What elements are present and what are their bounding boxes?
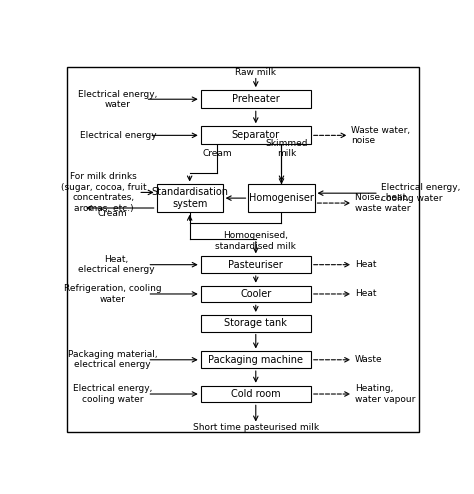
Bar — [201, 351, 311, 368]
Text: Pasteuriser: Pasteuriser — [228, 260, 283, 270]
Text: Electrical energy: Electrical energy — [80, 131, 156, 140]
Text: Electrical energy,
cooling water: Electrical energy, cooling water — [73, 384, 152, 404]
Text: Heat,
electrical energy: Heat, electrical energy — [78, 255, 155, 274]
Bar — [248, 184, 315, 212]
Bar — [201, 126, 311, 144]
Text: Storage tank: Storage tank — [224, 318, 287, 329]
Text: Packaging machine: Packaging machine — [208, 355, 303, 365]
Text: Homogenised,
standardised milk: Homogenised, standardised milk — [215, 231, 296, 250]
Text: Heat: Heat — [355, 289, 376, 298]
Bar — [156, 184, 223, 212]
Text: Cream: Cream — [98, 209, 128, 218]
Text: Short time pasteurised milk: Short time pasteurised milk — [193, 422, 319, 432]
Text: Refrigeration, cooling
water: Refrigeration, cooling water — [64, 284, 161, 304]
Text: Homogeniser: Homogeniser — [249, 193, 314, 203]
Text: Noise, heat,
waste water: Noise, heat, waste water — [355, 193, 410, 213]
Text: Waste water,
noise: Waste water, noise — [351, 125, 410, 145]
Text: Cooler: Cooler — [240, 289, 272, 299]
Text: Standardisation
system: Standardisation system — [151, 187, 228, 209]
Text: Heating,
water vapour: Heating, water vapour — [355, 384, 415, 404]
Bar — [201, 256, 311, 273]
Text: Raw milk: Raw milk — [235, 68, 276, 77]
Text: Preheater: Preheater — [232, 94, 280, 104]
Text: Electrical energy,
water: Electrical energy, water — [78, 89, 158, 109]
Text: For milk drinks
(sugar, cocoa, fruit
concentrates,
aromas, etc.): For milk drinks (sugar, cocoa, fruit con… — [61, 172, 146, 212]
Text: Waste: Waste — [355, 355, 383, 364]
Text: Electrical energy,
cooling water: Electrical energy, cooling water — [381, 183, 460, 203]
Text: Cold room: Cold room — [231, 389, 281, 399]
Bar — [201, 90, 311, 108]
Text: Packaging material,
electrical energy: Packaging material, electrical energy — [68, 350, 157, 370]
Bar — [201, 286, 311, 302]
Text: Separator: Separator — [232, 130, 280, 140]
Bar — [201, 386, 311, 403]
Text: Skimmed
milk: Skimmed milk — [266, 139, 308, 158]
Bar — [201, 315, 311, 331]
Text: Cream: Cream — [202, 149, 232, 158]
Text: Heat: Heat — [355, 260, 376, 269]
